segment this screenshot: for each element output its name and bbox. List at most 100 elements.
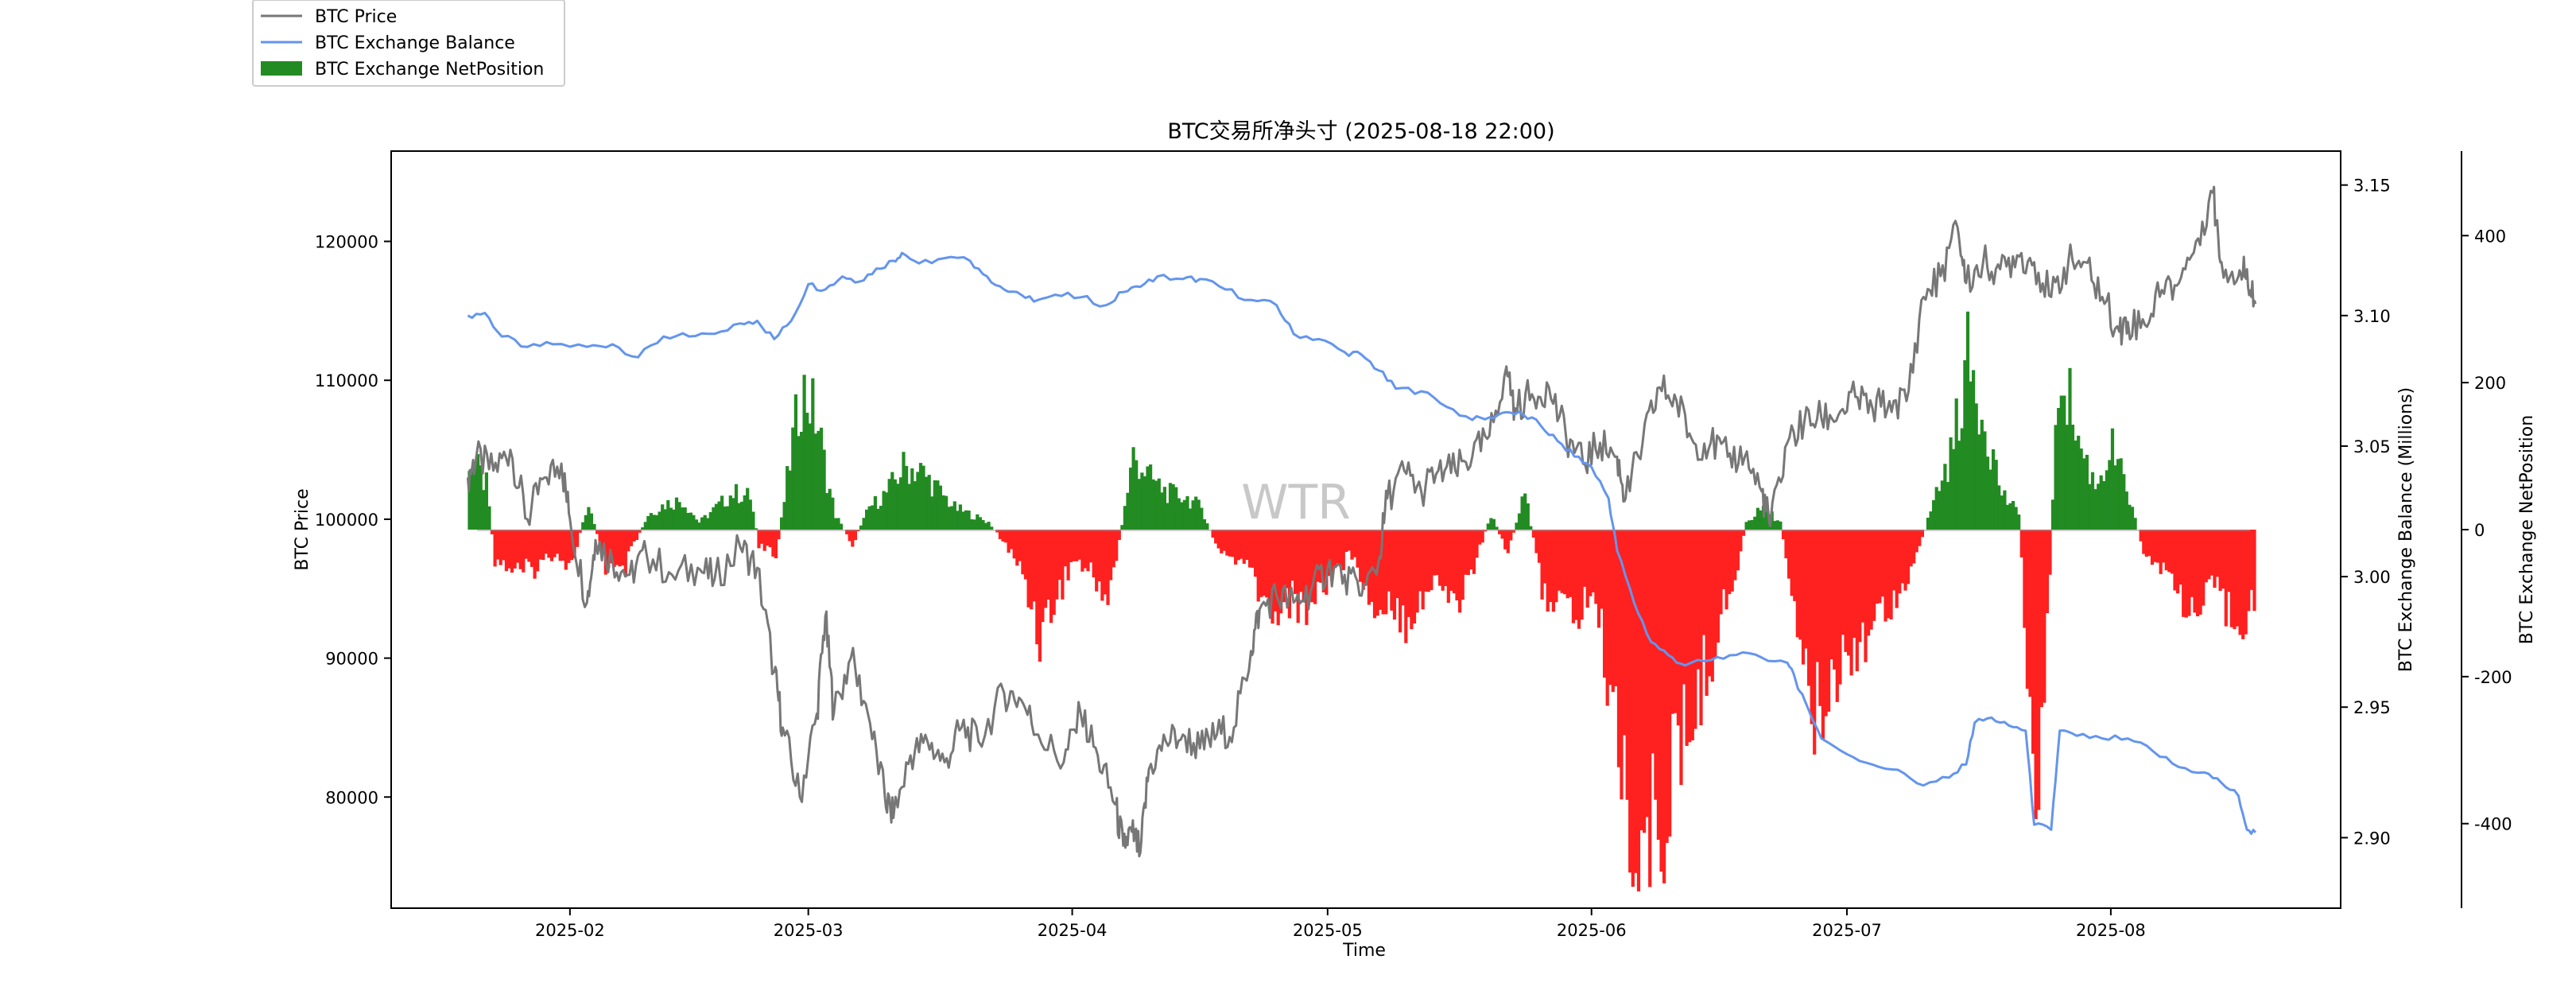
netposition-bar <box>1983 431 1987 530</box>
netposition-bar <box>1197 499 1201 530</box>
netposition-bar <box>683 507 687 530</box>
netposition-bar <box>831 497 835 530</box>
netposition-bar <box>1057 530 1061 581</box>
netposition-bar <box>547 530 551 558</box>
netposition-bar <box>1032 530 1036 602</box>
netposition-bar <box>513 530 517 569</box>
balance-tick-label: 3.00 <box>2353 568 2391 587</box>
netposition-bar <box>958 504 962 530</box>
netposition-bar <box>967 511 971 530</box>
netposition-bar <box>791 427 795 530</box>
netposition-bar <box>1109 530 1113 581</box>
netposition-bar <box>754 528 758 530</box>
netposition-bar <box>890 472 894 530</box>
netposition-bar <box>1384 530 1388 615</box>
netposition-bar <box>1325 530 1329 595</box>
netposition-bar <box>936 480 940 530</box>
netposition-bar <box>700 517 704 530</box>
netposition-bar <box>1379 530 1383 610</box>
netposition-bar <box>2050 499 2055 530</box>
netposition-bar <box>649 513 653 530</box>
netposition-bar <box>1265 530 1269 598</box>
netposition-bar <box>1994 460 1998 530</box>
netposition-bar <box>757 530 761 549</box>
netposition-bar <box>851 530 855 547</box>
netposition-bar <box>1464 530 1468 575</box>
netposition-bar <box>581 522 585 530</box>
x-tick-label: 2025-06 <box>1557 921 1627 940</box>
netposition-bar <box>1387 530 1391 592</box>
netposition-bar <box>1092 530 1096 577</box>
netposition-bar <box>1131 447 1135 530</box>
x-axis-ticks: 2025-02 2025-03 2025-04 2025-05 2025-06 2025-… <box>535 908 2146 940</box>
netposition-bar <box>615 530 619 565</box>
netposition-bar <box>1030 530 1034 610</box>
netposition-bar <box>1010 530 1014 550</box>
netposition-bar <box>1801 530 1806 665</box>
netposition-bar <box>916 472 920 530</box>
netposition-bar <box>629 530 633 546</box>
netposition-bar <box>1285 530 1289 588</box>
netposition-bar <box>1685 530 1689 746</box>
netposition-bar <box>1668 530 1672 837</box>
netposition-bar <box>714 503 719 530</box>
netposition-bar <box>1608 530 1612 685</box>
netposition-bar <box>1294 530 1298 594</box>
netposition-bar <box>1551 530 1555 612</box>
netposition-bar <box>1517 513 1522 530</box>
netposition-bar <box>1523 493 1527 530</box>
netposition-bar <box>1316 530 1320 582</box>
netposition-bar <box>1157 478 1161 530</box>
netposition-bar <box>925 476 929 530</box>
netposition-bar <box>1534 530 1538 553</box>
netposition-bar <box>1674 530 1678 713</box>
netposition-bar <box>1929 511 1933 530</box>
netposition-bar <box>2252 530 2256 612</box>
netposition-bar <box>1305 530 1309 625</box>
netposition-bar <box>2088 484 2092 530</box>
price-axis-ticks: 80000 90000 100000 110000 120000 <box>315 233 391 807</box>
netposition-bar <box>2048 530 2052 575</box>
netposition-bar <box>2227 530 2231 592</box>
netposition-bar <box>1299 530 1303 592</box>
netposition-bar <box>2207 530 2211 580</box>
netposition-bar <box>760 530 764 544</box>
netposition-bar <box>1988 469 1992 530</box>
netposition-bar <box>1654 530 1658 800</box>
netposition-bar <box>811 378 815 530</box>
netposition-bar <box>825 493 829 530</box>
netposition-bar <box>1733 530 1737 581</box>
netposition-bar <box>1719 530 1723 615</box>
netposition-bar <box>1775 520 1779 530</box>
netposition-bar <box>1012 530 1016 559</box>
netposition-bar <box>632 530 636 542</box>
netposition-bar <box>1404 530 1408 643</box>
netposition-bar <box>549 530 554 561</box>
netposition-bar <box>1750 520 1754 530</box>
netposition-bar <box>728 495 732 530</box>
netposition-bar <box>544 530 548 554</box>
netposition-bar <box>1790 530 1794 596</box>
netposition-bar <box>2184 530 2188 618</box>
netposition-bar <box>524 530 528 559</box>
netposition-bar <box>813 433 817 530</box>
netposition-bar <box>2170 530 2174 574</box>
legend-label-balance: BTC Exchange Balance <box>315 33 515 53</box>
netposition-bar <box>1699 530 1703 725</box>
netposition-bar <box>1665 530 1669 843</box>
netposition-bar <box>1390 530 1394 611</box>
netposition-bar <box>1636 530 1641 891</box>
netposition-bar <box>1341 530 1345 570</box>
balance-tick-label: 3.15 <box>2353 177 2391 196</box>
netposition-bar <box>502 530 506 561</box>
netposition-bar <box>1932 499 1936 530</box>
netposition-bar <box>1350 530 1354 560</box>
balance-tick-label: 3.10 <box>2353 307 2391 326</box>
netposition-bar <box>1509 530 1513 541</box>
netposition-bar <box>1972 370 1976 530</box>
netposition-bar <box>1977 434 1981 530</box>
x-tick-label: 2025-07 <box>1812 921 1882 940</box>
netposition-bar <box>1364 530 1368 586</box>
netposition-bar <box>746 487 750 530</box>
